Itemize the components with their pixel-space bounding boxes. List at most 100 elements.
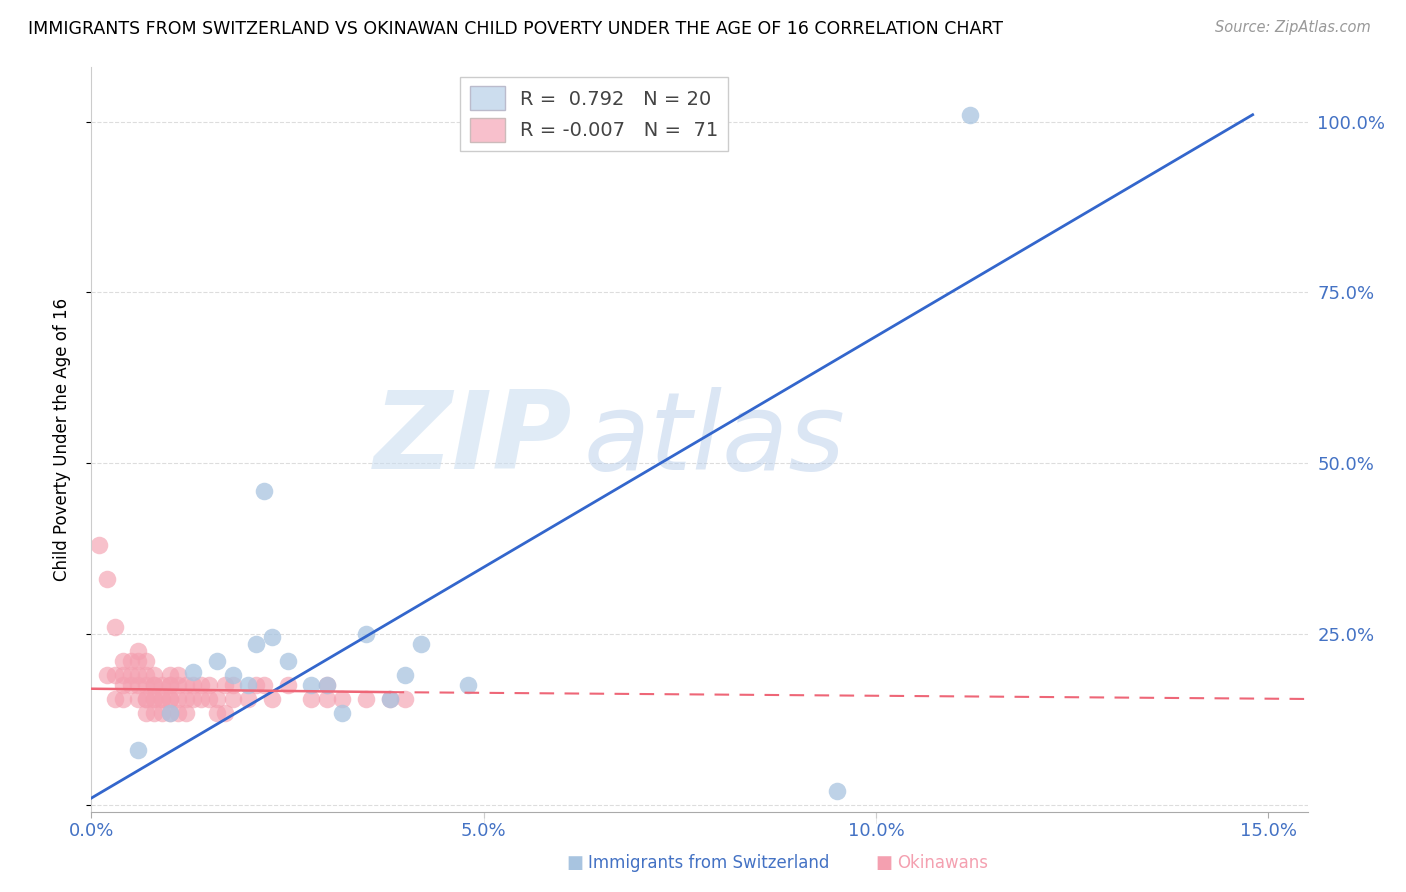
Point [260,692,283,706]
Point [214,678,236,692]
Point [378,692,401,706]
Point [394,692,416,706]
Point [143,678,166,692]
Point [127,644,149,658]
Point [394,668,416,682]
Point [378,692,401,706]
Point [135,692,157,706]
Point [143,692,166,706]
Point [104,620,127,634]
Point [214,706,236,720]
Point [143,692,166,706]
Point [253,678,276,692]
Point [120,668,142,682]
Point [174,706,197,720]
Point [127,678,149,692]
Point [159,668,181,682]
Point [245,637,267,651]
Text: ■: ■ [876,855,893,872]
Point [174,678,197,692]
Point [111,692,134,706]
Text: atlas: atlas [583,387,846,491]
Point [166,678,188,692]
Point [221,668,243,682]
Point [159,706,181,720]
Point [150,692,173,706]
Point [299,678,322,692]
Point [143,706,166,720]
Point [127,743,149,757]
Point [238,692,260,706]
Point [315,678,337,692]
Text: ZIP: ZIP [374,386,572,492]
Point [135,692,157,706]
Legend: R =  0.792   N = 20, R = -0.007   N =  71: R = 0.792 N = 20, R = -0.007 N = 71 [460,77,728,152]
Point [166,692,188,706]
Point [315,692,337,706]
Point [143,678,166,692]
Point [354,627,377,641]
Point [159,706,181,720]
Point [150,706,173,720]
Point [159,692,181,706]
Point [143,668,166,682]
Point [127,692,149,706]
Point [332,706,354,720]
Point [457,678,479,692]
Point [111,654,134,668]
Point [150,678,173,692]
Point [159,678,181,692]
Point [135,654,157,668]
Point [332,692,354,706]
Point [253,483,276,498]
Text: Source: ZipAtlas.com: Source: ZipAtlas.com [1215,20,1371,35]
Point [150,692,173,706]
Point [245,678,267,692]
Y-axis label: Child Poverty Under the Age of 16: Child Poverty Under the Age of 16 [52,298,70,581]
Point [183,665,205,679]
Point [277,654,299,668]
Point [299,692,322,706]
Point [135,678,157,692]
Point [135,706,157,720]
Point [159,692,181,706]
Point [127,668,149,682]
Point [205,692,228,706]
Text: Okinawans: Okinawans [897,855,988,872]
Point [238,678,260,692]
Point [959,108,981,122]
Point [120,654,142,668]
Text: Immigrants from Switzerland: Immigrants from Switzerland [588,855,830,872]
Point [166,668,188,682]
Point [205,654,228,668]
Point [183,678,205,692]
Point [89,538,111,552]
Point [277,678,299,692]
Point [96,573,118,587]
Point [221,678,243,692]
Point [127,654,149,668]
Point [135,668,157,682]
Point [198,692,221,706]
Point [354,692,377,706]
Point [260,631,283,645]
Point [120,678,142,692]
Text: ■: ■ [567,855,583,872]
Point [315,678,337,692]
Point [198,678,221,692]
Point [174,692,197,706]
Text: IMMIGRANTS FROM SWITZERLAND VS OKINAWAN CHILD POVERTY UNDER THE AGE OF 16 CORREL: IMMIGRANTS FROM SWITZERLAND VS OKINAWAN … [28,20,1002,37]
Point [409,637,432,651]
Point [111,668,134,682]
Point [104,692,127,706]
Point [183,692,205,706]
Point [190,692,212,706]
Point [96,668,118,682]
Point [190,678,212,692]
Point [205,706,228,720]
Point [111,678,134,692]
Point [825,784,848,798]
Point [159,678,181,692]
Point [104,668,127,682]
Point [166,706,188,720]
